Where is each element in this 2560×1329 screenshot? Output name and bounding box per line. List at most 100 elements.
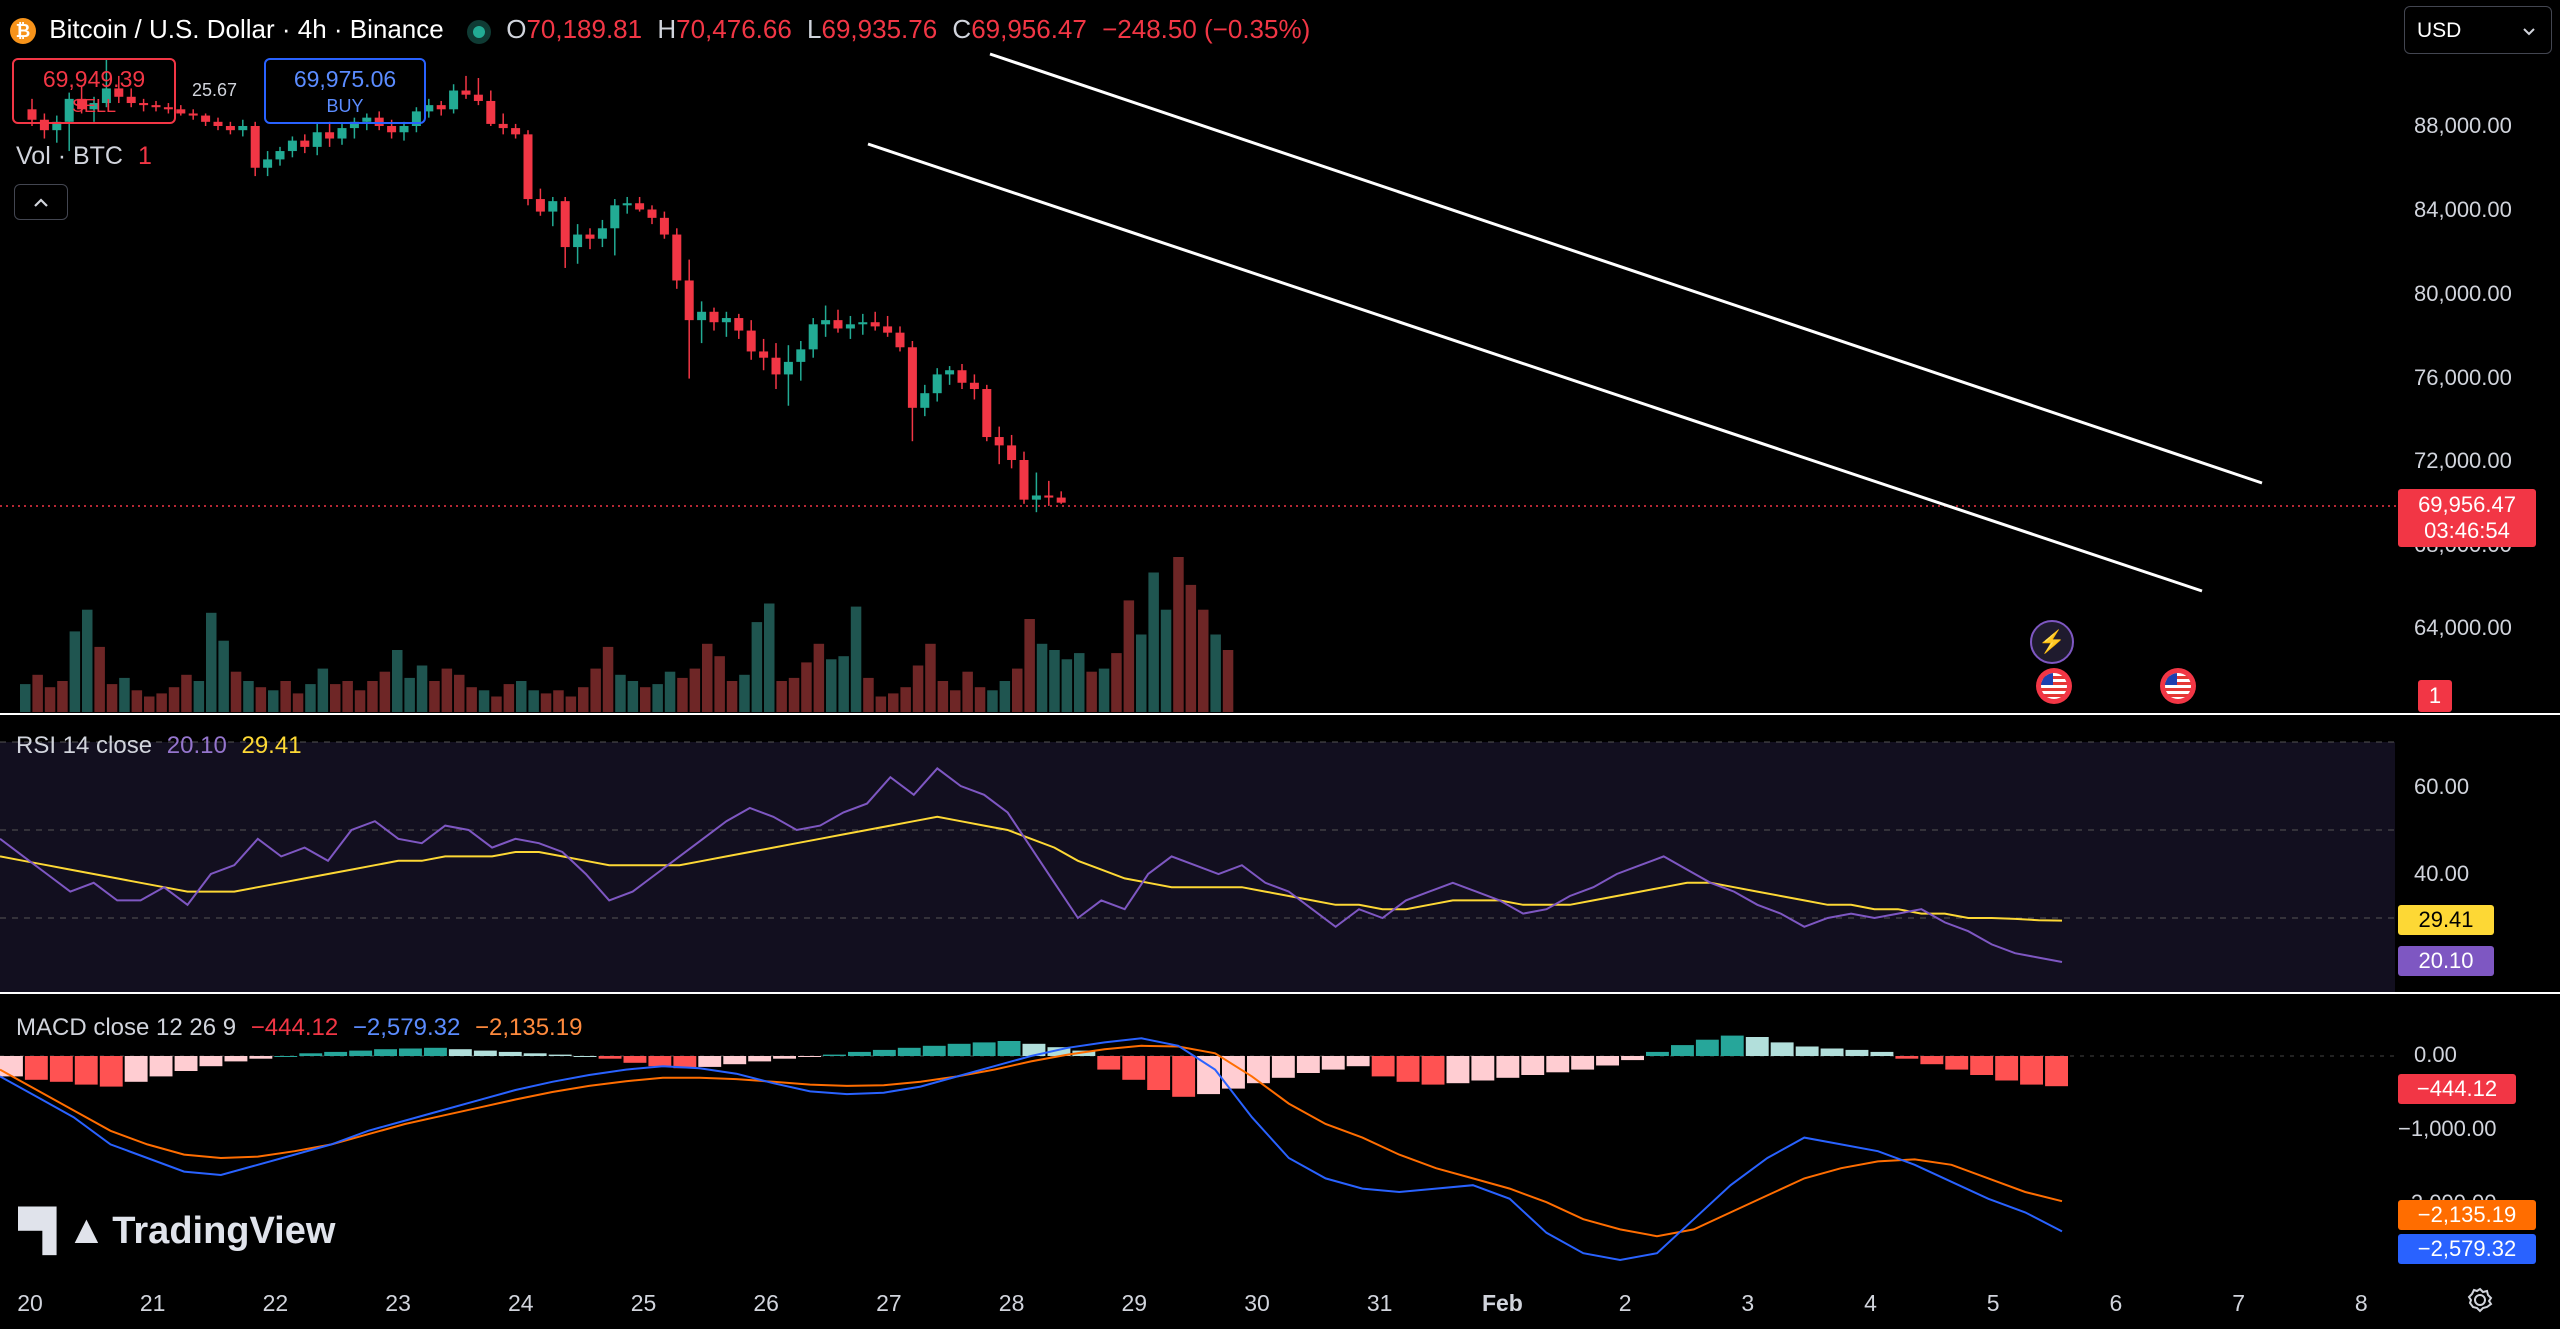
sell-price: 69,949.39 xyxy=(42,66,146,92)
candle-body xyxy=(548,201,558,212)
collapse-legend-button[interactable] xyxy=(14,184,68,220)
macd-histogram-bar xyxy=(1072,1050,1096,1056)
macd-histogram-bar xyxy=(1371,1056,1395,1077)
volume-bar xyxy=(974,687,986,712)
macd-histogram-bar xyxy=(648,1056,672,1067)
volume-bar xyxy=(255,687,267,712)
volume-bar xyxy=(404,677,415,712)
symbol-title[interactable]: Bitcoin / U.S. Dollar · 4h · Binance xyxy=(49,14,444,44)
time-tick: 23 xyxy=(385,1290,411,1316)
macd-histogram-bar xyxy=(1271,1056,1295,1078)
candle-body xyxy=(883,326,893,333)
currency-select[interactable]: USD xyxy=(2404,6,2552,54)
macd-histogram-bar xyxy=(1795,1046,1819,1056)
macd-histogram-bar xyxy=(1646,1051,1669,1056)
rsi-legend[interactable]: RSI 14 close 20.10 29.41 xyxy=(16,732,302,760)
time-tick: 21 xyxy=(139,1290,166,1316)
volume-bar xyxy=(652,684,663,712)
candle-body xyxy=(945,370,955,375)
volume-legend[interactable]: Vol · BTC 1 xyxy=(16,142,152,171)
volume-bar xyxy=(230,671,242,712)
candle-body xyxy=(77,98,87,110)
macd-histogram-bar xyxy=(1496,1056,1520,1078)
macd-histogram-bar xyxy=(473,1050,497,1056)
rsi-value-tag: 20.10 xyxy=(2398,946,2494,976)
macd-histogram-bar xyxy=(1920,1056,1944,1065)
candle-body xyxy=(771,357,781,375)
macd-histogram-bar xyxy=(349,1050,373,1056)
volume-bar xyxy=(305,684,316,712)
volume-bar xyxy=(1012,668,1023,712)
macd-legend[interactable]: MACD close 12 26 9 −444.12 −2,579.32 −2,… xyxy=(16,1014,582,1042)
volume-bar xyxy=(144,696,155,712)
volume-bar xyxy=(354,690,366,712)
rsi-tick: 60.00 xyxy=(2414,774,2470,799)
macd-histogram-bar xyxy=(448,1049,472,1056)
volume-bar xyxy=(813,643,825,712)
volume-bar xyxy=(1160,609,1172,712)
volume-tag: 1 xyxy=(2418,680,2452,712)
time-tick: 6 xyxy=(2109,1290,2123,1316)
candle-body xyxy=(101,88,111,104)
macd-histogram-bar xyxy=(1745,1037,1769,1056)
time-tick: 30 xyxy=(1244,1290,1270,1316)
macd-histogram-bar xyxy=(2020,1056,2043,1085)
candle-body xyxy=(895,332,905,348)
symbol-legend[interactable]: ₿ Bitcoin / U.S. Dollar · 4h · Binance O… xyxy=(10,14,1310,45)
macd-histogram-bar xyxy=(1671,1045,1694,1056)
macd-histogram-bar xyxy=(1197,1056,1220,1095)
volume-bar xyxy=(392,650,403,712)
macd-histogram-bar xyxy=(1247,1056,1270,1084)
macd-histogram-bar xyxy=(947,1043,971,1056)
macd-histogram-bar xyxy=(1022,1043,1046,1056)
volume-bar xyxy=(838,656,849,712)
macd-histogram-bar xyxy=(798,1056,821,1057)
macd-histogram-bar xyxy=(1621,1056,1644,1061)
us-flag-icon[interactable] xyxy=(2036,668,2072,704)
candle-body xyxy=(845,324,855,329)
volume-bar xyxy=(1024,619,1035,712)
macd-histogram-bar xyxy=(673,1056,697,1069)
us-flag-icon[interactable] xyxy=(2160,668,2196,704)
low-label: L xyxy=(807,14,822,44)
macd-histogram-bar xyxy=(1296,1056,1320,1073)
volume-bar xyxy=(1074,653,1085,712)
volume-bar xyxy=(590,668,601,712)
candle-body xyxy=(560,201,570,248)
last-price-value: 69,956.47 xyxy=(2418,492,2516,517)
candle-body xyxy=(337,128,347,139)
close-label: C xyxy=(952,14,972,44)
sell-label: SELL xyxy=(71,96,117,116)
macd-hist-tag: −444.12 xyxy=(2398,1074,2516,1104)
macd-histogram-bar xyxy=(299,1053,323,1056)
lightning-icon[interactable]: ⚡ xyxy=(2030,620,2074,664)
candle-body xyxy=(362,117,372,122)
volume-bar xyxy=(962,671,973,712)
volume-bar xyxy=(925,643,936,712)
candle-body xyxy=(1056,497,1066,503)
volume-bar xyxy=(677,677,688,712)
macd-histogram-bar xyxy=(324,1051,348,1056)
gear-icon xyxy=(2467,1287,2493,1313)
settings-icon[interactable] xyxy=(2466,1286,2494,1319)
volume-bar xyxy=(540,693,552,712)
macd-histogram-bar xyxy=(997,1041,1021,1056)
candle-body xyxy=(399,126,409,133)
sell-button[interactable]: 69,949.39 SELL xyxy=(12,58,176,124)
volume-bar xyxy=(664,671,676,712)
macd-histogram-bar xyxy=(1222,1056,1245,1089)
candle-body xyxy=(969,382,979,390)
tradingview-watermark[interactable]: ▀▌▲ TradingView xyxy=(18,1208,335,1253)
candle-body xyxy=(610,205,620,229)
candle-body xyxy=(697,311,707,321)
market-status-icon[interactable] xyxy=(472,26,485,38)
chevron-up-icon xyxy=(34,198,48,207)
macd-signal-value: −2,135.19 xyxy=(474,1014,583,1041)
time-tick: 20 xyxy=(17,1290,43,1316)
macd-histogram-bar xyxy=(922,1045,946,1056)
macd-histogram-bar xyxy=(199,1056,223,1067)
volume-bar xyxy=(863,677,874,712)
buy-button[interactable]: 69,975.06 BUY xyxy=(264,58,426,124)
volume-bar xyxy=(1210,634,1221,712)
